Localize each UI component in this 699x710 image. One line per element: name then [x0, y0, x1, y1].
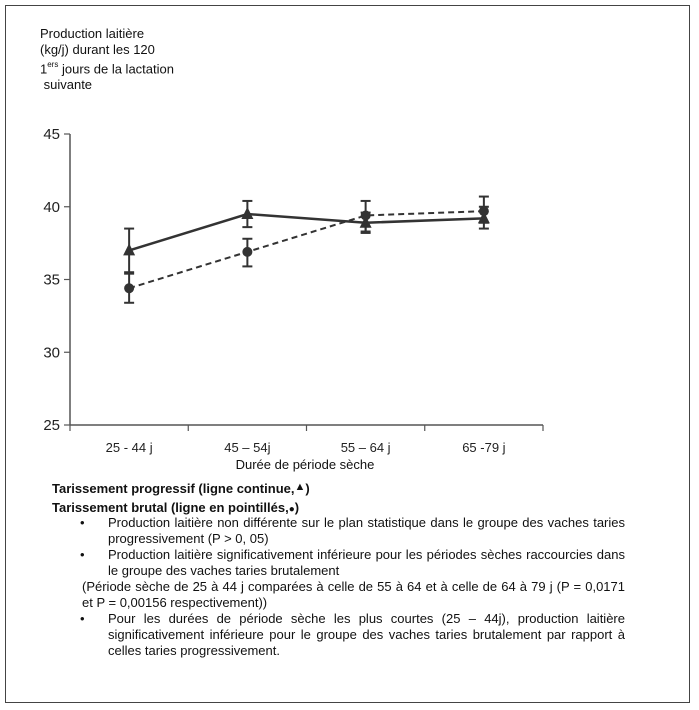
legend-abrupt: Tarissement brutal (ligne en pointillés,…	[52, 499, 310, 518]
y-axis-label: Production laitière (kg/j) durant les 12…	[40, 26, 174, 93]
x-tick-label: 65 -79 j	[462, 440, 505, 455]
y-tick-label: 25	[43, 417, 60, 434]
series-abrupt	[124, 195, 489, 304]
y-tick-label: 35	[43, 272, 60, 289]
circle-marker	[124, 283, 135, 294]
triangle-marker	[123, 243, 136, 256]
y-axis-label-line-4: suivante	[40, 77, 93, 93]
chart-axes: 25 30 35 40 45 25 - 44 j 45 – 54j 55 – 64 j 65 -…	[43, 126, 544, 455]
legend-progressive-close: )	[305, 481, 310, 496]
y-axis-label-line-1: Production laitière	[40, 26, 145, 41]
circle-marker	[242, 246, 253, 257]
figure-frame	[5, 5, 690, 703]
y-axis-label-rest: jours de la lactation	[58, 61, 174, 77]
legend: Tarissement progressif (ligne continue,▲…	[52, 480, 310, 518]
note-bullet-2-text: Production laitière significativement in…	[108, 547, 625, 578]
series-line	[128, 212, 484, 252]
y-axis-label-line-2: (kg/j) durant les 120	[40, 42, 155, 57]
legend-abrupt-text: Tarissement brutal (ligne en pointillés,	[52, 500, 289, 515]
bullet-icon: •	[80, 515, 85, 530]
series-progressive	[123, 199, 490, 274]
triangle-icon: ▲	[294, 481, 306, 493]
triangle-marker	[241, 207, 254, 220]
x-tick-label: 25 - 44 j	[106, 440, 153, 455]
legend-abrupt-close: )	[294, 500, 300, 515]
y-axis-label-line-3: 1ers jours de la lactation	[40, 58, 174, 77]
y-axis-label-superscript: ers	[47, 60, 59, 69]
circle-icon: ●	[288, 504, 295, 515]
legend-progressive: Tarissement progressif (ligne continue,▲…	[52, 480, 310, 499]
y-axis-label-number: 1	[40, 61, 48, 77]
chart-series	[123, 195, 490, 304]
note-bullet-1-text: Production laitière non différente sur l…	[108, 515, 625, 546]
note-parenthetical: (Période sèche de 25 à 44 j comparées à …	[82, 579, 625, 610]
note-bullet-1: • Production laitière non différente sur…	[80, 515, 625, 547]
circle-marker	[478, 206, 489, 217]
bullet-icon: •	[80, 611, 85, 626]
x-tick-label: 45 – 54j	[224, 440, 270, 455]
legend-progressive-text: Tarissement progressif (ligne continue,	[52, 481, 295, 496]
note-bullet-2: • Production laitière significativement …	[80, 547, 625, 579]
y-tick-label: 45	[43, 126, 60, 143]
line-chart: 25 30 35 40 45 25 - 44 j 45 – 54j 55 – 64 j 65 -…	[43, 126, 544, 455]
bullet-icon: •	[80, 547, 85, 562]
x-tick-label: 55 – 64 j	[341, 440, 391, 455]
x-axis-title: Durée de période sèche	[235, 457, 375, 472]
y-tick-label: 40	[43, 199, 60, 216]
series-line	[128, 210, 484, 290]
circle-marker	[360, 210, 371, 221]
note-bullet-3-text: Pour les durées de période sèche les plu…	[108, 611, 625, 658]
note-bullet-3: • Pour les durées de période sèche les p…	[80, 611, 625, 659]
notes: • Production laitière non différente sur…	[80, 515, 625, 659]
y-tick-label: 30	[43, 344, 60, 361]
